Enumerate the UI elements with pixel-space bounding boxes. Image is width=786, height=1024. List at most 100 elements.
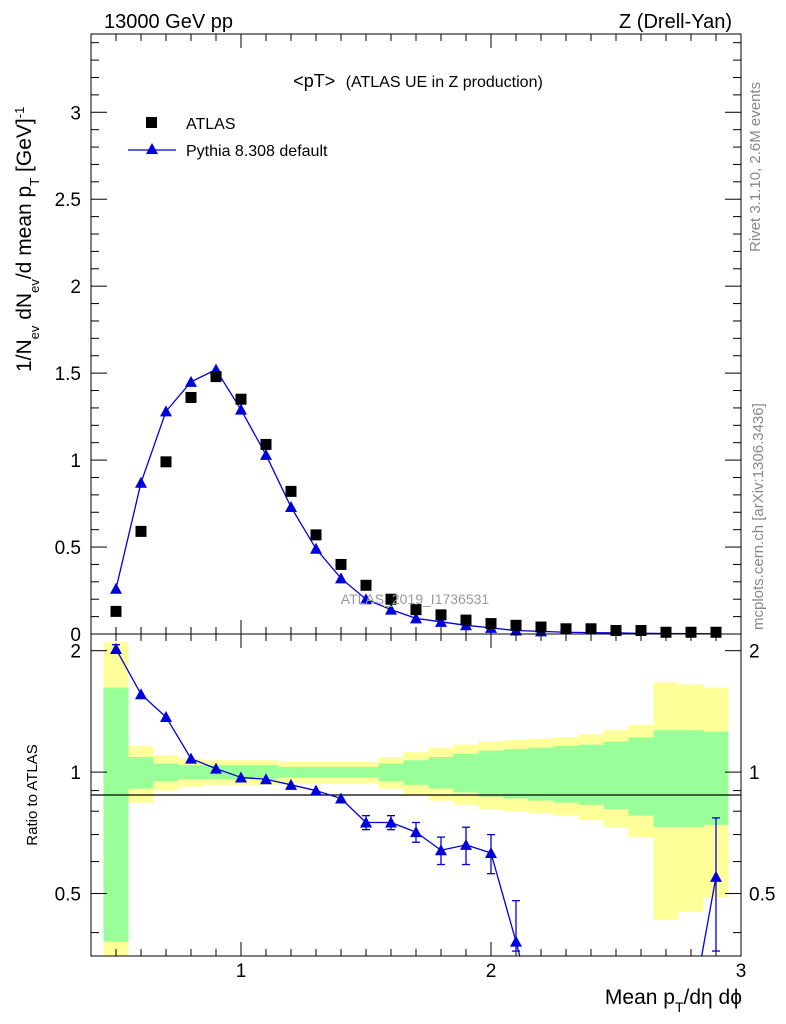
ratio-y-tick-label: 1: [70, 763, 81, 784]
mcplots-label: mcplots.cern.ch [arXiv:1306.3436]: [750, 403, 767, 630]
pythia-point: [385, 603, 397, 615]
ratio-line-segment: [701, 876, 717, 957]
pythia-point: [110, 582, 122, 594]
pythia-point: [135, 476, 147, 488]
pythia-point: [160, 405, 172, 417]
x-tick-label: 3: [736, 961, 747, 982]
ratio-point: [235, 771, 247, 783]
ratio-plot-panel: 0.5 0.5 1 1 2 2 Ratio to ATLAS: [24, 633, 776, 957]
ratio-line-segment: [290, 784, 317, 792]
stat-uncertainty-band: [278, 766, 304, 778]
plot-title: <pT> (ATLAS UE in Z production): [293, 71, 543, 91]
atlas-point: [160, 456, 172, 468]
ratio-line-segment: [115, 648, 142, 695]
main-y-tick-label: 1: [70, 451, 81, 472]
ratio-point: [360, 816, 372, 828]
ratio-line-segment: [165, 716, 192, 759]
main-y-tick-label: 3: [70, 103, 81, 124]
ratio-line-segment: [240, 776, 267, 780]
ratio-y-tick-label-right: 2: [749, 642, 760, 663]
ratio-point: [710, 870, 722, 882]
atlas-point: [260, 438, 272, 450]
main-axis-ticks: [91, 34, 742, 635]
legend: ATLAS Pythia 8.308 default: [128, 116, 328, 160]
atlas-series: [110, 371, 722, 638]
main-y-tick-label: 2.5: [55, 190, 81, 211]
atlas-point: [360, 579, 372, 591]
ratio-line-segment: [315, 789, 342, 800]
atlas-point: [560, 623, 572, 635]
stat-uncertainty-band: [553, 746, 579, 803]
ratio-point: [185, 752, 197, 764]
stat-uncertainty-band: [578, 744, 604, 805]
stat-uncertainty-band: [478, 750, 504, 797]
stat-uncertainty-band: [528, 747, 554, 801]
ratio-point: [385, 816, 397, 828]
pythia-point: [260, 448, 272, 460]
stat-uncertainty-band: [103, 687, 129, 942]
stat-uncertainty-band: [253, 765, 279, 780]
x-tick-label: 2: [486, 961, 497, 982]
ratio-y-tick-label-right: 0.5: [749, 885, 775, 906]
ratio-point: [285, 778, 297, 790]
ratio-plot-frame: [90, 633, 742, 957]
atlas-point: [410, 604, 422, 616]
stat-uncertainty-band: [653, 730, 679, 828]
ratio-point: [135, 688, 147, 700]
plot-title-main: <pT>: [293, 71, 335, 91]
atlas-point: [310, 529, 322, 541]
stat-uncertainty-band: [453, 753, 479, 793]
stat-uncertainty-band: [153, 763, 179, 782]
atlas-point: [135, 525, 147, 537]
ratio-point: [485, 847, 497, 859]
pythia-point: [235, 403, 247, 415]
ratio-point: [310, 784, 322, 796]
watermark: ATLAS_2019_I1736531: [341, 591, 490, 607]
stat-uncertainty-band: [353, 766, 379, 778]
ratio-y-tick-label: 2: [70, 642, 81, 663]
legend-pythia-label: Pythia 8.308 default: [186, 143, 328, 160]
stat-uncertainty-band: [378, 763, 404, 782]
ratio-point: [510, 935, 522, 947]
pythia-point: [310, 542, 322, 554]
stat-uncertainty-band: [678, 730, 704, 828]
stat-uncertainty-band: [128, 757, 154, 789]
ratio-line-segment: [440, 844, 467, 851]
main-y-tick-label: 0.5: [55, 538, 81, 559]
ratio-line-segment: [465, 844, 492, 854]
ratio-point: [335, 792, 347, 804]
atlas-point: [435, 609, 447, 621]
header-left: 13000 GeV pp: [104, 11, 233, 33]
stat-uncertainty-band: [303, 766, 329, 778]
stat-uncertainty-band: [428, 757, 454, 789]
main-y-tick-label: 1.5: [55, 364, 81, 385]
atlas-point: [610, 625, 622, 637]
ratio-pythia-series: [110, 642, 722, 957]
plot-title-sub: (ATLAS UE in Z production): [346, 74, 543, 91]
stat-uncertainty-band: [178, 765, 204, 780]
ratio-y-label: Ratio to ATLAS: [24, 744, 41, 845]
rivet-label: Rivet 3.1.10, 2.6M events: [747, 82, 764, 252]
pythia-point: [335, 572, 347, 584]
pythia-point: [360, 593, 372, 605]
atlas-point: [385, 593, 397, 605]
atlas-point: [535, 621, 547, 633]
legend-atlas-label: ATLAS: [186, 116, 236, 133]
stat-uncertainty-band: [703, 731, 729, 825]
ratio-point: [260, 773, 272, 785]
ratio-y-tick-labels: 0.5 0.5 1 1 2 2: [55, 642, 776, 906]
legend-pythia-marker: [146, 143, 158, 154]
atlas-point: [335, 558, 347, 570]
main-y-tick-labels: 0 0.5 1 1.5 2 2.5 3: [55, 103, 81, 646]
stat-uncertainty-band: [603, 741, 629, 810]
main-y-tick-label: 2: [70, 277, 81, 298]
header-right: Z (Drell-Yan): [619, 11, 732, 33]
atlas-point: [710, 626, 722, 638]
atlas-point: [185, 391, 197, 403]
pythia-point: [185, 375, 197, 387]
x-tick-label: 1: [236, 961, 247, 982]
stat-uncertainty-band: [403, 760, 429, 785]
ratio-point: [410, 826, 422, 838]
atlas-point: [210, 371, 222, 383]
pythia-point: [410, 612, 422, 624]
